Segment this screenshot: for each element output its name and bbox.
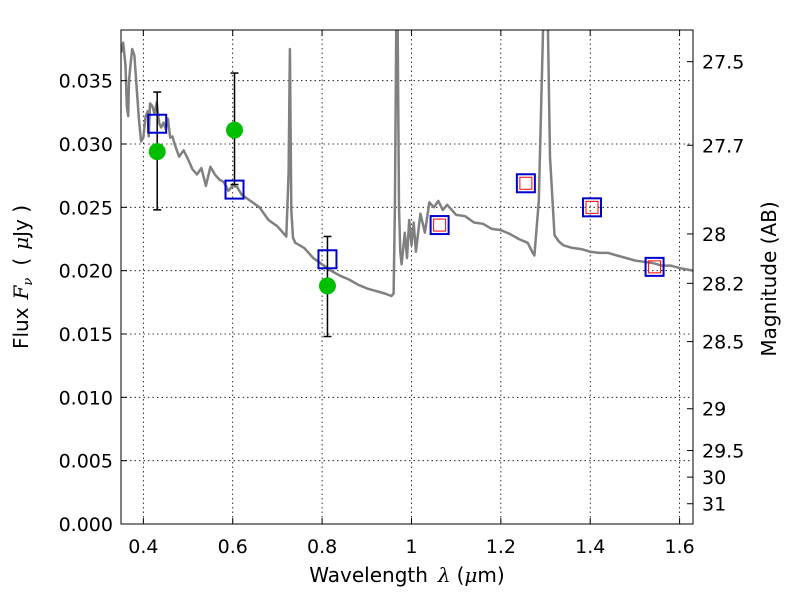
y-tick-label: 0.000	[59, 514, 113, 536]
x-tick-label: 1.6	[664, 536, 694, 558]
x-tick-label: 1.4	[575, 536, 605, 558]
y-tick-label: 0.005	[59, 451, 113, 473]
y2-tick-label: 31	[702, 494, 726, 516]
y-tick-label: 0.025	[59, 197, 113, 219]
y2-tick-label: 29	[702, 399, 726, 421]
y-tick-label: 0.030	[59, 134, 113, 156]
y-tick-label: 0.015	[59, 324, 113, 346]
x-tick-label: 0.4	[128, 536, 158, 558]
y2-axis-title: Magnitude (AB)	[757, 201, 781, 356]
green-circle-point	[148, 143, 166, 161]
y2-tick-label: 28.5	[702, 332, 744, 354]
red-square-point	[585, 200, 599, 214]
y-tick-label: 0.020	[59, 261, 113, 283]
y-axis-title: FluxFν(μJy )	[9, 205, 36, 349]
blue-square-point	[317, 249, 338, 270]
red-square-point	[519, 176, 533, 190]
y2-tick-label: 27.7	[702, 135, 744, 157]
blue-square-point	[224, 179, 245, 200]
x-tick-label: 1.2	[486, 536, 516, 558]
red-square-point	[648, 260, 662, 274]
ticks	[121, 30, 693, 525]
blue-square-point	[429, 215, 450, 236]
y2-tick-label: 28	[702, 224, 726, 246]
blue-square-point	[515, 173, 536, 194]
y2-tick-label: 28.2	[702, 273, 744, 295]
red-square-point	[433, 218, 447, 232]
x-axis-title: Wavelength λ (μm)	[309, 563, 504, 587]
tick-labels: 0.4 0.6 0.8 1 1.2 1.4 1.6 0.000 0.005 0.010 0.015 0…	[59, 52, 745, 558]
x-tick-label: 0.6	[218, 536, 248, 558]
y-tick-label: 0.035	[59, 71, 113, 93]
plot-frame	[120, 29, 694, 525]
green-circle-point	[318, 277, 336, 295]
photometry-markers	[147, 113, 665, 295]
y2-tick-label: 29.5	[702, 441, 744, 463]
x-tick-label: 0.8	[307, 536, 337, 558]
blue-square-point	[147, 113, 168, 134]
blue-square-point	[582, 197, 603, 218]
x-tick-label: 1	[405, 536, 417, 558]
y-tick-label: 0.010	[59, 387, 113, 409]
green-circle-point	[226, 121, 244, 139]
y2-tick-label: 27.5	[702, 52, 744, 74]
plot-background	[121, 30, 693, 524]
blue-square-point	[644, 256, 665, 277]
y2-tick-label: 30	[702, 467, 726, 489]
